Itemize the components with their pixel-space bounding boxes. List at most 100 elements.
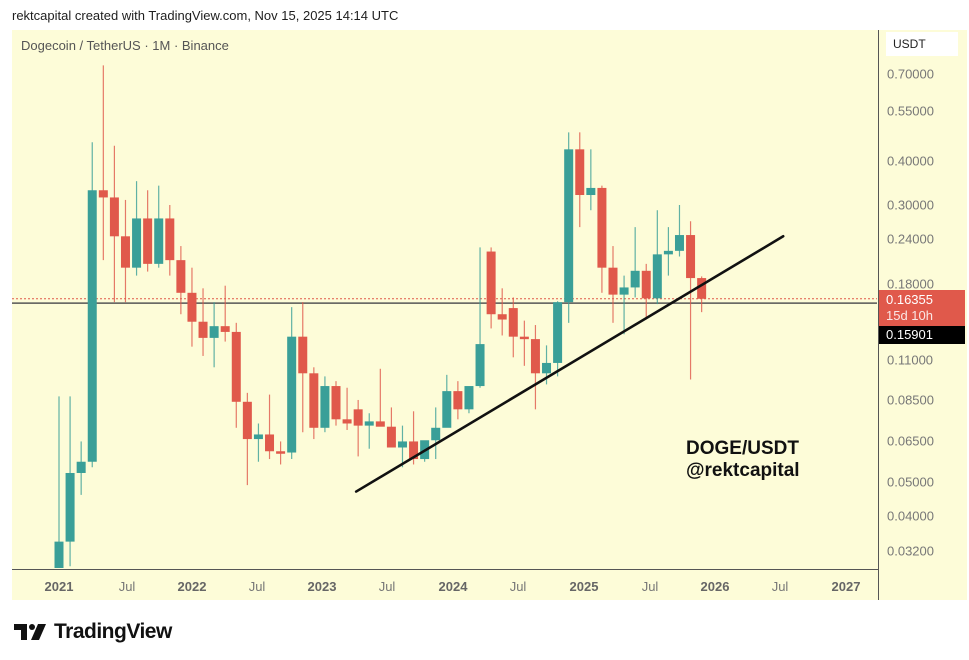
candle[interactable]	[553, 301, 563, 377]
candle[interactable]	[586, 149, 596, 211]
candle[interactable]	[220, 285, 230, 342]
candle[interactable]	[109, 145, 119, 303]
candle[interactable]	[409, 411, 419, 465]
candle[interactable]	[253, 423, 263, 462]
time-tick-label: 2023	[307, 579, 337, 594]
price-tick-label: 0.04000	[887, 508, 934, 524]
candle[interactable]	[375, 368, 385, 427]
candle[interactable]	[575, 132, 585, 228]
candle[interactable]	[65, 396, 75, 567]
candle[interactable]	[320, 376, 330, 433]
horizontal-level-tag: 0.15901	[879, 325, 965, 344]
tradingview-logo[interactable]: TradingView	[14, 620, 172, 644]
price-pane[interactable]: Dogecoin / TetherUS · 1M · Binance DOGE/…	[12, 30, 877, 568]
current-price-tag: 0.16355 15d 10h	[879, 289, 965, 326]
candle[interactable]	[87, 142, 97, 468]
watermark-author: @rektcapital	[686, 460, 800, 481]
price-tick-label: 0.40000	[887, 153, 934, 169]
candle[interactable]	[276, 441, 286, 465]
candle[interactable]	[98, 65, 108, 261]
candle[interactable]	[132, 181, 142, 276]
candle[interactable]	[431, 407, 441, 460]
candle[interactable]	[530, 325, 540, 410]
price-tick-label: 0.24000	[887, 231, 934, 247]
candle[interactable]	[641, 263, 651, 320]
current-price-value: 0.16355	[886, 291, 933, 307]
candle[interactable]	[143, 190, 153, 272]
candle[interactable]	[686, 221, 696, 380]
candle[interactable]	[231, 322, 241, 428]
price-tick-label: 0.18000	[887, 276, 934, 292]
time-tick-label: Jul	[509, 579, 527, 594]
candle[interactable]	[663, 227, 673, 276]
price-tick-label: 0.08500	[887, 392, 934, 408]
candle[interactable]	[386, 407, 396, 448]
symbol-title: Dogecoin / TetherUS · 1M · Binance	[21, 38, 229, 53]
time-tick-label: 2026	[700, 579, 730, 594]
candle[interactable]	[597, 185, 607, 293]
candle[interactable]	[298, 302, 308, 433]
candle[interactable]	[397, 425, 407, 468]
time-tick-label: Jul	[641, 579, 659, 594]
price-tick-label: 0.70000	[887, 66, 934, 82]
candle[interactable]	[331, 381, 341, 426]
candle[interactable]	[508, 297, 518, 358]
candle[interactable]	[475, 247, 485, 388]
price-tick-label: 0.30000	[887, 197, 934, 213]
candle[interactable]	[165, 204, 175, 276]
candle[interactable]	[608, 246, 618, 323]
candle[interactable]	[154, 185, 164, 268]
watermark-text: DOGE/USDT @rektcapital	[686, 438, 800, 482]
candle[interactable]	[564, 132, 574, 323]
candlestick-plot	[12, 65, 877, 568]
ascending-trendline[interactable]	[354, 235, 785, 493]
chart-container[interactable]: Dogecoin / TetherUS · 1M · Binance DOGE/…	[12, 30, 967, 600]
price-axis[interactable]: USDT 0.70000 0.55000 0.40000 0.30000 0.24000…	[878, 30, 968, 600]
candle[interactable]	[674, 204, 684, 257]
time-tick-label: 2025	[569, 579, 599, 594]
price-tick-label: 0.05000	[887, 474, 934, 490]
price-tick-label: 0.03200	[887, 543, 934, 559]
price-tick-label: 0.55000	[887, 103, 934, 119]
candle[interactable]	[497, 288, 507, 336]
time-axis[interactable]: 2021 Jul 2022 Jul 2023 Jul 2024 Jul 2025 Jul 2026 J…	[12, 569, 878, 601]
candle[interactable]	[76, 441, 86, 495]
time-tick-label: 2024	[438, 579, 468, 594]
chart-attribution: rektcapital created with TradingView.com…	[12, 8, 399, 23]
time-tick-label: 2022	[177, 579, 207, 594]
candle[interactable]	[453, 381, 463, 420]
candle[interactable]	[120, 199, 130, 303]
price-tick-label: 0.11000	[887, 352, 934, 368]
candle[interactable]	[464, 386, 474, 414]
candle[interactable]	[265, 394, 275, 460]
time-tick-label: Jul	[248, 579, 266, 594]
currency-unit-button[interactable]: USDT	[886, 32, 958, 56]
candle[interactable]	[519, 320, 529, 366]
candle[interactable]	[242, 392, 252, 486]
time-tick-label: 2027	[831, 579, 861, 594]
watermark-pair: DOGE/USDT	[686, 438, 799, 459]
candle-countdown: 15d 10h	[886, 307, 933, 323]
candle[interactable]	[287, 307, 297, 460]
candle[interactable]	[187, 267, 197, 347]
time-tick-label: 2021	[44, 579, 74, 594]
candle[interactable]	[176, 246, 186, 315]
candle[interactable]	[54, 396, 64, 568]
brand-name: TradingView	[54, 620, 172, 643]
candle[interactable]	[364, 413, 374, 449]
candle[interactable]	[442, 374, 452, 428]
candle[interactable]	[198, 288, 208, 356]
candle[interactable]	[342, 387, 352, 430]
candle[interactable]	[652, 210, 662, 305]
candle[interactable]	[697, 276, 707, 313]
candle[interactable]	[630, 227, 640, 298]
price-tick-label: 0.06500	[887, 433, 934, 449]
candle[interactable]	[209, 302, 219, 368]
candle[interactable]	[486, 247, 496, 329]
time-tick-label: Jul	[771, 579, 789, 594]
candle[interactable]	[353, 399, 363, 457]
candle[interactable]	[309, 367, 319, 440]
time-tick-label: Jul	[118, 579, 136, 594]
time-tick-label: Jul	[378, 579, 396, 594]
candle[interactable]	[619, 275, 629, 335]
